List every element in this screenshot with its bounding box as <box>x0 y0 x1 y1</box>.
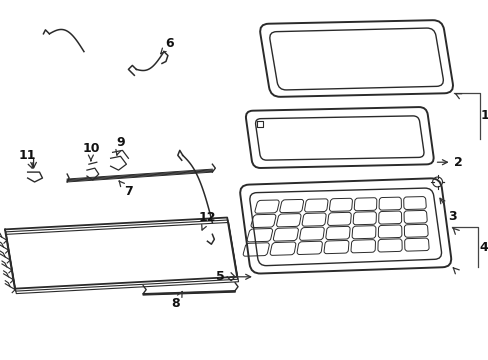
Text: 1: 1 <box>480 109 488 122</box>
Text: 9: 9 <box>116 136 124 155</box>
Text: 3: 3 <box>439 198 456 222</box>
Text: 7: 7 <box>119 181 133 198</box>
Text: 12: 12 <box>198 211 216 230</box>
Text: 10: 10 <box>82 142 100 161</box>
Text: 4: 4 <box>478 241 487 254</box>
Text: 2: 2 <box>436 156 462 169</box>
Text: 8: 8 <box>171 292 182 310</box>
Text: 11: 11 <box>19 149 36 168</box>
Text: 5: 5 <box>216 270 250 283</box>
Text: 6: 6 <box>161 37 174 54</box>
